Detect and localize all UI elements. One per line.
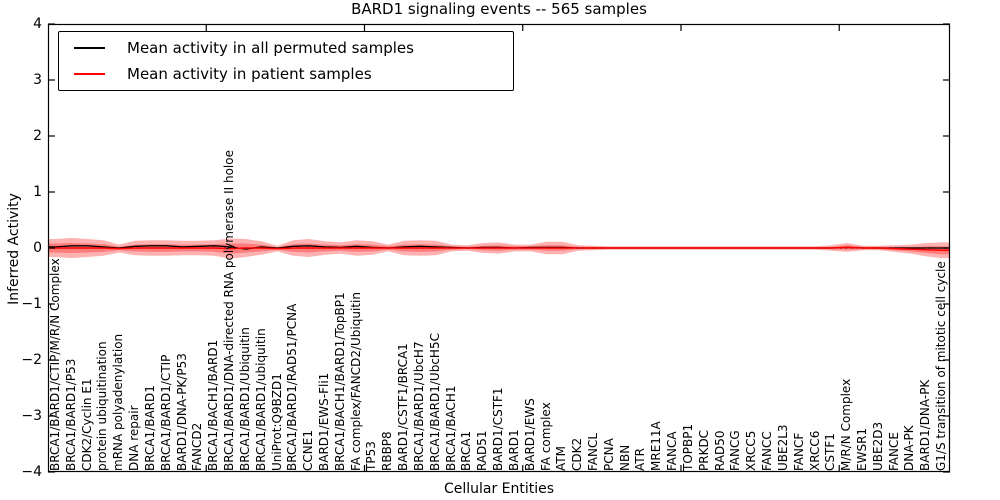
x-category-label: FANCA — [665, 431, 680, 471]
x-category-label: BRCA1/BACH1 — [443, 385, 458, 471]
x-category-label: EWSR1 — [855, 427, 869, 471]
x-category-label: TOPBP1 — [680, 423, 695, 471]
x-category-label: BRCA1/BARD1/Ubiquitin — [237, 327, 252, 471]
x-category-label: BARD1 — [506, 429, 521, 471]
x-axis-label: Cellular Entities — [443, 481, 555, 497]
x-category-label: CDK2 — [570, 437, 585, 471]
legend-item-patient: Mean activity in patient samples — [74, 65, 513, 83]
x-category-label: BARD1/EWS — [522, 398, 537, 471]
y-tick-label: 4 — [33, 16, 42, 32]
x-category-label: FANCD2 — [190, 422, 205, 471]
x-category-label: XRCC5 — [744, 430, 759, 471]
x-category-label: RAD50 — [712, 430, 727, 471]
x-category-label: PCNA — [601, 438, 616, 471]
y-tick-label: −2 — [21, 352, 42, 368]
y-tick-label: 0 — [33, 240, 42, 256]
x-category-label: BRCA1/BARD1 — [142, 385, 157, 471]
x-category-label: BRCA1/BACH1/BARD1 — [206, 339, 221, 471]
x-category-label: BRCA1/BARD1/UbcH7 — [411, 341, 426, 471]
x-category-label: UniProt:Q9BZD1 — [269, 373, 284, 471]
x-category-label: BARD1/DNA-PK — [918, 379, 933, 471]
chart-title: BARD1 signaling events -- 565 samples — [351, 0, 647, 18]
y-tick-label: 1 — [33, 184, 42, 200]
x-category-label: ATM — [554, 446, 569, 471]
x-category-label: BRCA1 — [459, 430, 474, 471]
x-category-label: RAD51 — [475, 430, 490, 471]
x-category-label: protein ubiquitination — [95, 341, 110, 471]
patient-line-swatch — [74, 72, 105, 75]
x-category-label: NBN — [617, 444, 632, 471]
x-category-label: DNA repair — [127, 405, 141, 471]
legend-item-permuted: Mean activity in all permuted samples — [74, 39, 513, 57]
x-category-label: DNA-PK — [902, 425, 917, 471]
x-category-label: BARD1/CSTF1 — [491, 387, 505, 471]
x-category-label: TP53 — [364, 441, 379, 471]
x-category-label: BARD1/DNA-PK/P53 — [174, 353, 189, 471]
x-category-label: BRCA1/BARD1/ubiquitin — [253, 328, 268, 471]
x-category-label: ATR — [633, 448, 648, 471]
legend: Mean activity in all permuted samples Me… — [58, 31, 514, 91]
x-category-label: FANCC — [760, 431, 774, 471]
x-category-label: BRCA1/BACH1/BARD1/TopBP1 — [332, 292, 347, 471]
x-category-label: PRKDC — [696, 429, 711, 471]
legend-label-patient: Mean activity in patient samples — [127, 64, 372, 83]
x-category-label: BRCA1/BARD1/UbcH5C — [427, 333, 442, 471]
y-tick-label: 2 — [33, 128, 42, 144]
x-category-label: FANCL — [585, 432, 600, 471]
x-category-label: M/R/N Complex — [839, 378, 854, 471]
legend-label-permuted: Mean activity in all permuted samples — [127, 39, 414, 58]
x-category-label: BRCA1/BARD1/CTIP — [158, 354, 173, 471]
x-category-label: UBE2L3 — [775, 424, 790, 471]
x-category-label: FANCF — [791, 432, 806, 471]
x-category-label: UBE2D3 — [870, 421, 885, 471]
x-category-label: CSTF1 — [823, 433, 838, 471]
x-category-label: BRCA1/BARD1/DNA-directed RNA polymerase … — [222, 150, 236, 471]
x-category-label: BARD1/CSTF1/BRCA1 — [396, 343, 411, 471]
x-category-label: G1/S transition of mitotic cell cycle — [934, 261, 949, 471]
permuted-line-swatch — [74, 47, 105, 50]
y-axis-label: Inferred Activity — [6, 193, 22, 305]
x-category-label: FA complex — [538, 402, 553, 471]
x-category-label: mRNA polyadenylation — [111, 333, 126, 471]
y-tick-label: −4 — [21, 464, 42, 480]
x-category-label: RBBP8 — [380, 431, 395, 471]
x-category-label: BRCA1/BARD1/RAD51/PCNA — [285, 303, 300, 471]
y-tick-label: 3 — [33, 72, 42, 88]
x-category-label: CCNE1 — [301, 430, 316, 471]
x-category-label: BRCA1/BARD1/CTIP/M/R/N Complex — [47, 258, 62, 471]
y-tick-label: −3 — [21, 408, 42, 424]
x-category-label: CDK2/Cyclin E1 — [79, 378, 94, 471]
x-category-label: FANCG — [728, 430, 743, 471]
x-category-label: FANCE — [886, 432, 901, 471]
x-category-label: BRCA1/BARD1/P53 — [63, 358, 78, 471]
x-category-label: MRE11A — [649, 421, 664, 471]
x-category-label: FA complex/FANCD2/Ubiquitin — [348, 292, 363, 471]
series-line-1 — [48, 246, 950, 251]
y-tick-label: −1 — [21, 296, 42, 312]
x-category-label: XRCC6 — [807, 430, 822, 471]
x-category-label: BARD1/EWS-Fli1 — [316, 372, 331, 471]
